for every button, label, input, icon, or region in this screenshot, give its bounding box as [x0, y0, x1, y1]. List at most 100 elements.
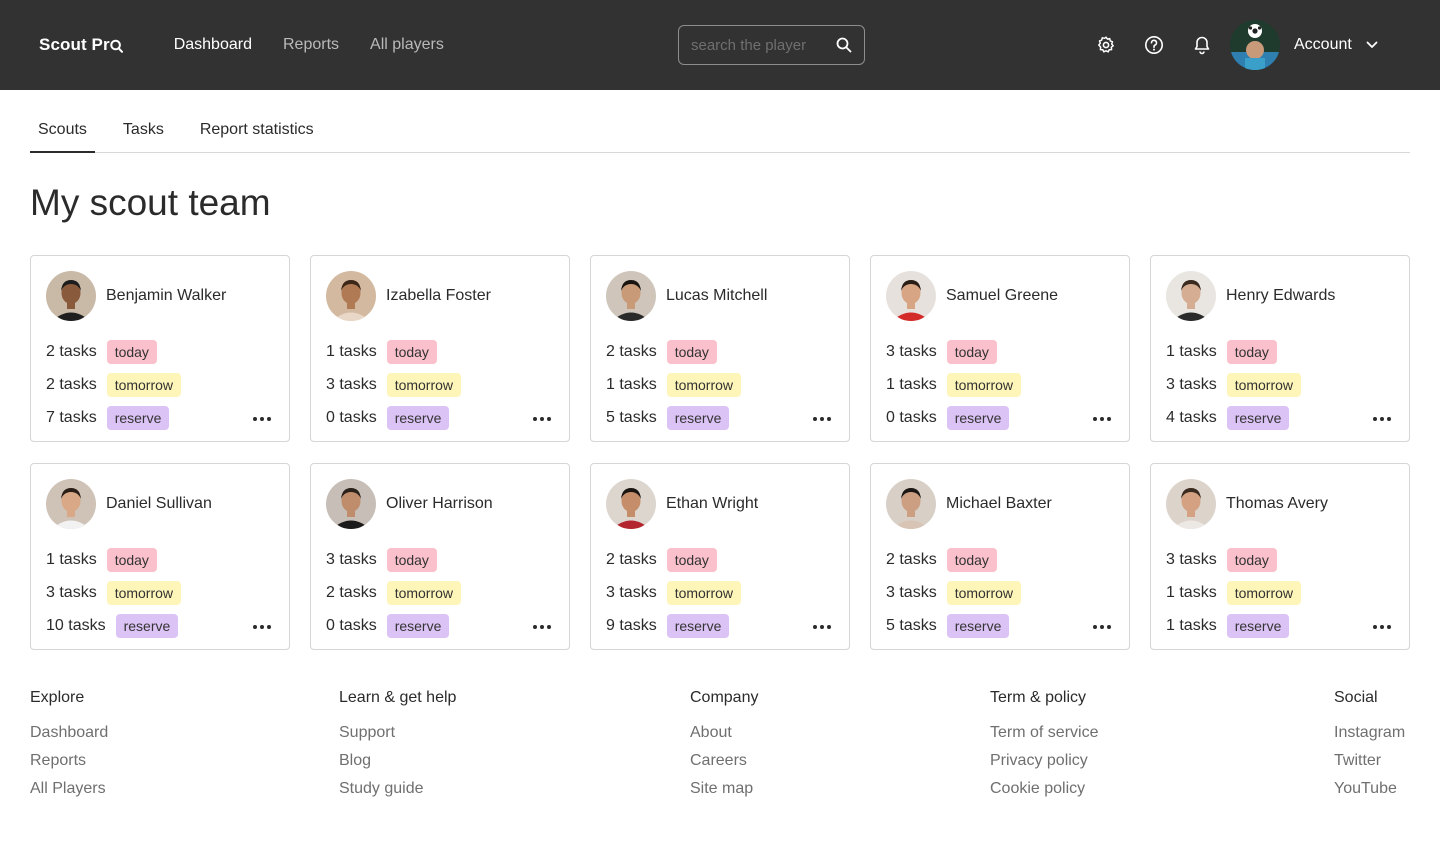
today-badge: today — [386, 547, 437, 572]
task-row-reserve: 5 tasks reserve — [606, 401, 834, 434]
footer-link[interactable]: Reports — [30, 752, 87, 769]
scout-avatar — [606, 271, 656, 321]
nav-reports[interactable]: Reports — [282, 36, 340, 53]
today-badge: today — [1226, 339, 1277, 364]
more-options-icon[interactable] — [1093, 625, 1111, 629]
footer-link[interactable]: Privacy policy — [990, 752, 1088, 769]
task-row-reserve: 7 tasks reserve — [46, 401, 274, 434]
search-input[interactable] — [691, 36, 831, 54]
scout-card[interactable]: Samuel Greene 3 tasks today 1 tasks tomorrow… — [870, 255, 1130, 442]
scout-avatar — [886, 479, 936, 529]
bell-icon[interactable] — [1191, 34, 1213, 56]
footer-link[interactable]: Cookie policy — [990, 780, 1086, 797]
scout-card[interactable]: Thomas Avery 3 tasks today 1 tasks tomorrow 1… — [1150, 463, 1410, 650]
scout-card[interactable]: Henry Edwards 1 tasks today 3 tasks tomorrow… — [1150, 255, 1410, 442]
footer-link[interactable]: All Players — [30, 780, 106, 797]
gear-icon[interactable] — [1095, 34, 1117, 56]
scout-card[interactable]: Daniel Sullivan 1 tasks today 3 tasks tomorr… — [30, 463, 290, 650]
footer-link[interactable]: Careers — [690, 752, 747, 769]
tab-report-statistics[interactable]: Report statistics — [199, 121, 314, 138]
task-count-reserve: 9 tasks — [606, 616, 657, 634]
footer-link[interactable]: YouTube — [1334, 780, 1397, 797]
task-count-reserve: 0 tasks — [886, 408, 937, 426]
today-badge: today — [666, 339, 717, 364]
search-icon[interactable] — [836, 37, 852, 53]
more-options-icon[interactable] — [533, 417, 551, 421]
today-badge: today — [106, 547, 157, 572]
task-count-today: 2 tasks — [886, 550, 937, 568]
tomorrow-badge: tomorrow — [946, 580, 1022, 605]
task-row-tomorrow: 2 tasks tomorrow — [46, 368, 274, 401]
task-summary: 1 tasks today 3 tasks tomorrow 0 tasks reserv… — [326, 335, 554, 434]
task-summary: 3 tasks today 2 tasks tomorrow 0 tasks reserv… — [326, 543, 554, 642]
scout-card-header: Ethan Wright — [606, 479, 834, 529]
tomorrow-badge: tomorrow — [1226, 580, 1302, 605]
task-count-reserve: 5 tasks — [606, 408, 657, 426]
tomorrow-badge: tomorrow — [666, 580, 742, 605]
more-options-icon[interactable] — [253, 625, 271, 629]
scout-card[interactable]: Benjamin Walker 2 tasks today 2 tasks tomorr… — [30, 255, 290, 442]
account-menu[interactable]: Account — [1230, 20, 1378, 70]
scout-card[interactable]: Michael Baxter 2 tasks today 3 tasks tomorro… — [870, 463, 1130, 650]
nav-all-players[interactable]: All players — [370, 36, 444, 53]
footer-link[interactable]: Study guide — [339, 780, 424, 797]
scout-name: Izabella Foster — [386, 287, 491, 304]
scout-name: Ethan Wright — [666, 495, 759, 512]
scout-card[interactable]: Oliver Harrison 3 tasks today 2 tasks tomorr… — [310, 463, 570, 650]
task-count-tomorrow: 1 tasks — [1166, 583, 1217, 601]
task-row-reserve: 0 tasks reserve — [326, 609, 554, 642]
footer-link[interactable]: Support — [339, 724, 396, 741]
more-options-icon[interactable] — [253, 417, 271, 421]
more-options-icon[interactable] — [813, 417, 831, 421]
scout-name: Oliver Harrison — [386, 495, 493, 512]
tab-scouts[interactable]: Scouts — [30, 117, 95, 153]
task-row-reserve: 9 tasks reserve — [606, 609, 834, 642]
task-row-tomorrow: 3 tasks tomorrow — [886, 576, 1114, 609]
more-options-icon[interactable] — [813, 625, 831, 629]
more-options-icon[interactable] — [533, 625, 551, 629]
footer-link[interactable]: Instagram — [1334, 724, 1406, 741]
tab-tasks[interactable]: Tasks — [122, 121, 164, 138]
task-row-today: 2 tasks today — [886, 543, 1114, 576]
tomorrow-badge: tomorrow — [386, 580, 462, 605]
task-summary: 2 tasks today 1 tasks tomorrow 5 tasks reserv… — [606, 335, 834, 434]
task-row-today: 1 tasks today — [326, 335, 554, 368]
more-options-icon[interactable] — [1093, 417, 1111, 421]
scout-card[interactable]: Izabella Foster 1 tasks today 3 tasks tomorr… — [310, 255, 570, 442]
footer-column: Learn & get help Support Blog Study guide — [339, 689, 456, 808]
footer-link[interactable]: Site map — [690, 780, 754, 797]
scout-avatar — [326, 271, 376, 321]
more-options-icon[interactable] — [1373, 417, 1391, 421]
task-summary: 3 tasks today 1 tasks tomorrow 1 tasks reserv… — [1166, 543, 1394, 642]
footer-heading: Term & policy — [990, 689, 1087, 706]
footer-link[interactable]: Dashboard — [30, 724, 109, 741]
nav-dashboard[interactable]: Dashboard — [173, 36, 252, 53]
footer-link[interactable]: About — [690, 724, 732, 741]
scout-name: Michael Baxter — [946, 495, 1052, 512]
scout-card[interactable]: Lucas Mitchell 2 tasks today 1 tasks tomorro… — [590, 255, 850, 442]
footer-link[interactable]: Twitter — [1334, 752, 1382, 769]
task-row-today: 3 tasks today — [326, 543, 554, 576]
logo-q-magnifier-icon — [110, 38, 123, 53]
today-badge: today — [106, 339, 157, 364]
footer: Explore Dashboard Reports All Players Learn … — [30, 689, 1410, 819]
more-options-icon[interactable] — [1373, 625, 1391, 629]
reserve-badge: reserve — [106, 405, 170, 430]
task-count-tomorrow: 1 tasks — [886, 375, 937, 393]
reserve-badge: reserve — [1226, 405, 1290, 430]
task-count-tomorrow: 2 tasks — [326, 583, 377, 601]
scout-card-header: Samuel Greene — [886, 271, 1114, 321]
footer-link[interactable]: Term of service — [990, 724, 1099, 741]
footer-column: Term & policy Term of service Privacy poli… — [990, 689, 1098, 808]
task-row-today: 3 tasks today — [886, 335, 1114, 368]
help-icon[interactable] — [1143, 34, 1165, 56]
task-row-tomorrow: 3 tasks tomorrow — [606, 576, 834, 609]
footer-link[interactable]: Blog — [339, 752, 372, 769]
logo[interactable]: Scout Pr — [39, 35, 123, 55]
reserve-badge: reserve — [386, 405, 450, 430]
scout-card[interactable]: Ethan Wright 2 tasks today 3 tasks tomorrow 9… — [590, 463, 850, 650]
reserve-badge: reserve — [666, 613, 730, 638]
scout-avatar — [606, 479, 656, 529]
task-row-reserve: 0 tasks reserve — [886, 401, 1114, 434]
scout-card-header: Michael Baxter — [886, 479, 1114, 529]
